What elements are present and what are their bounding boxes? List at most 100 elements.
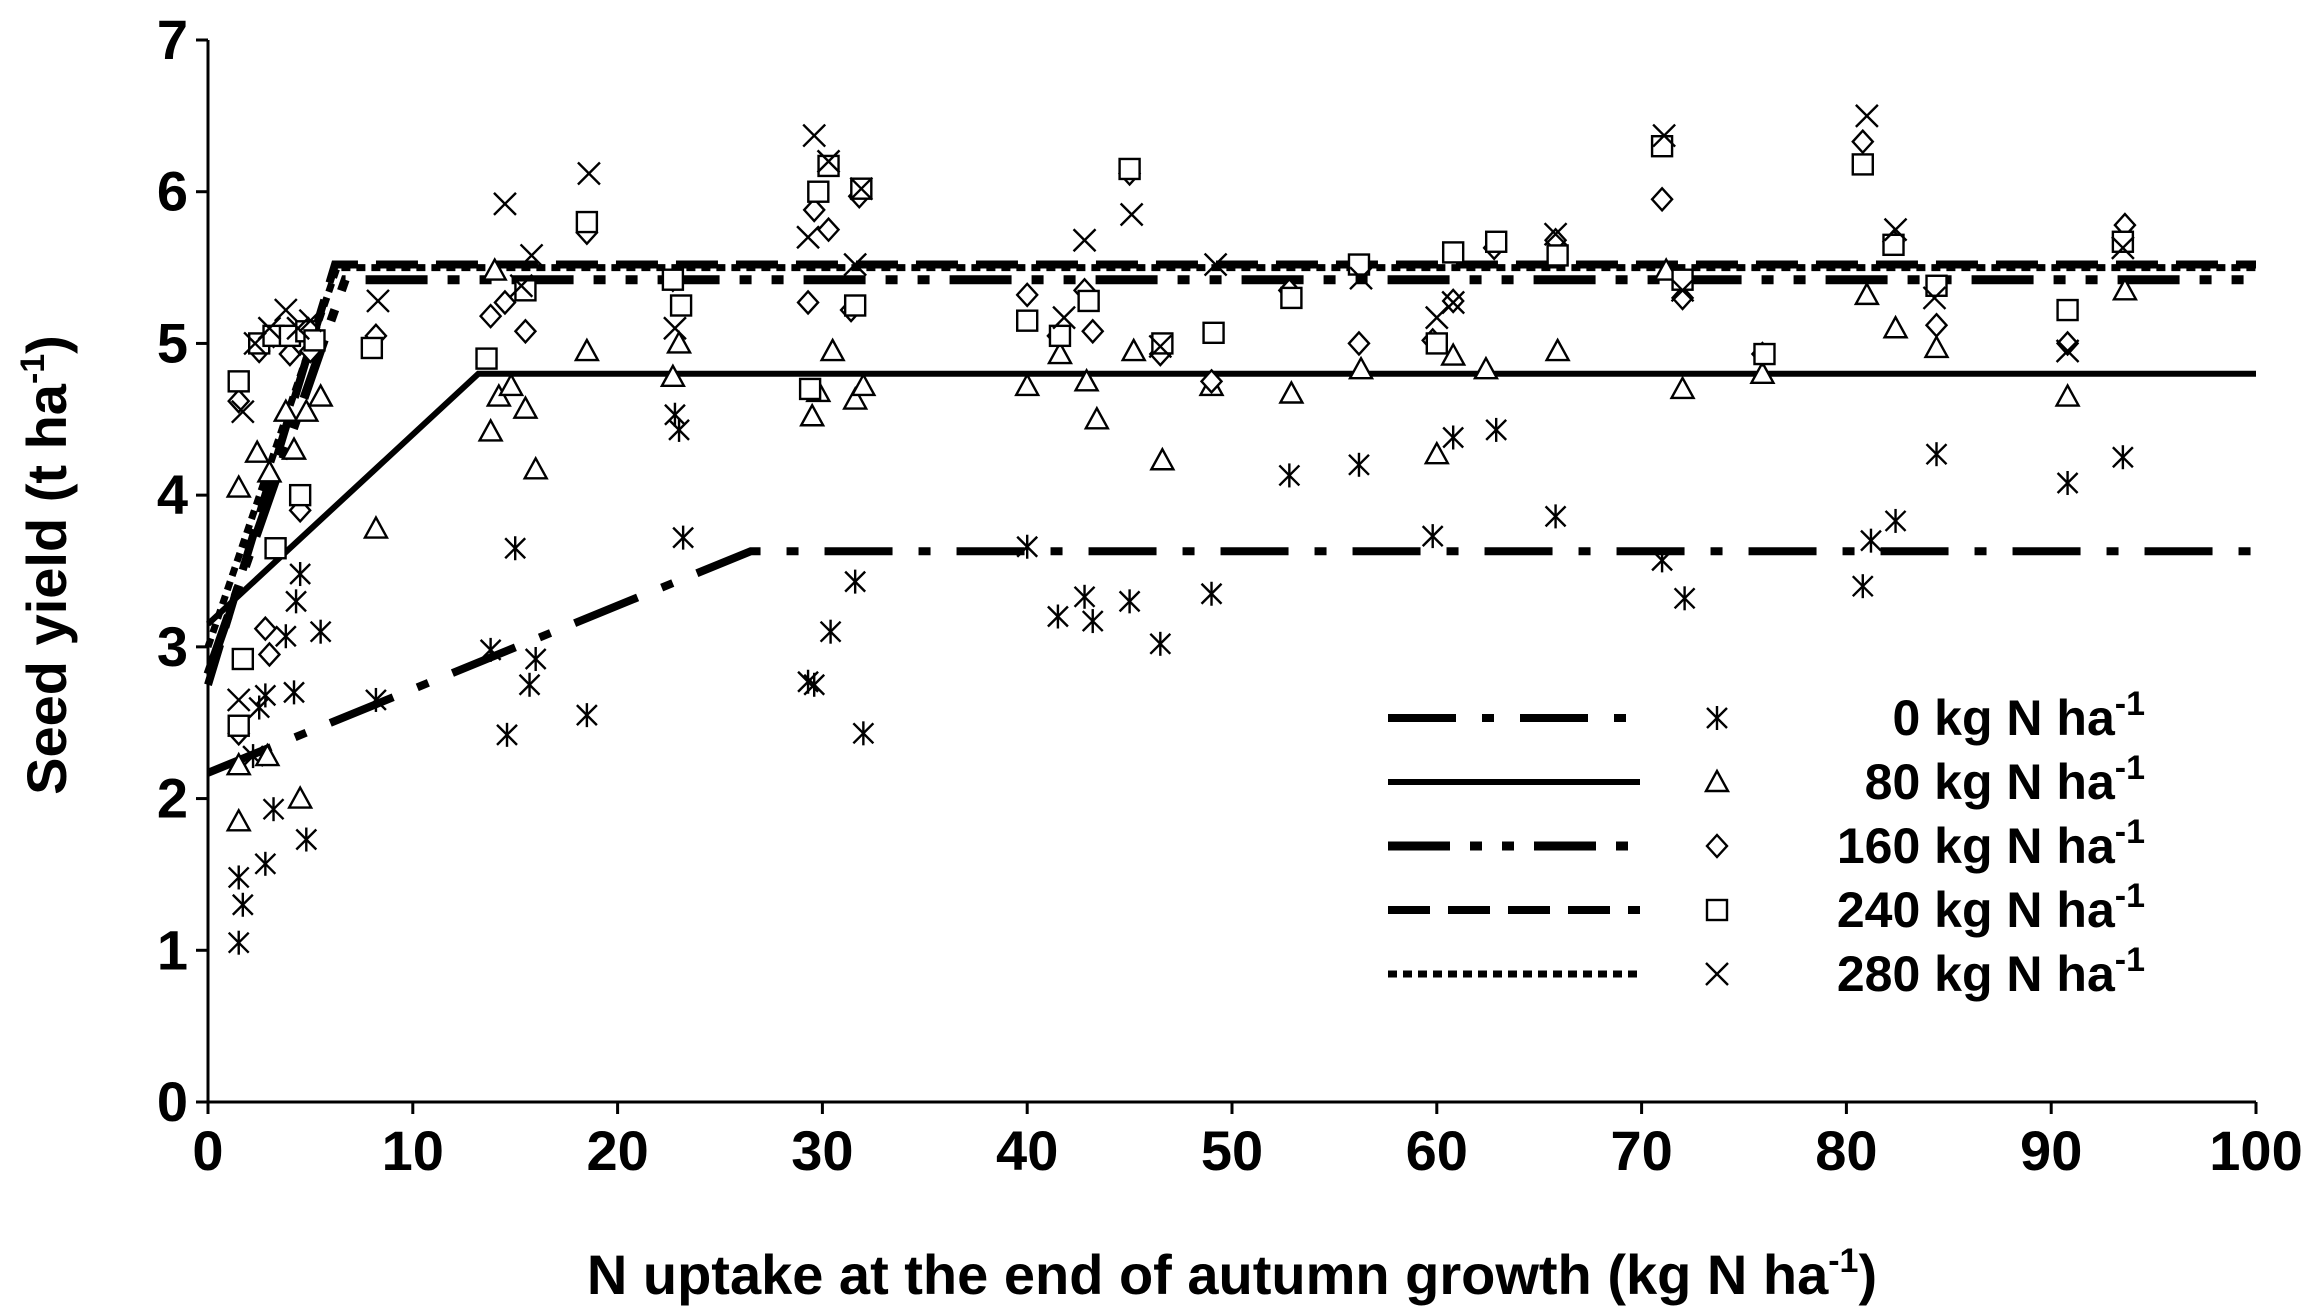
point-n0 (254, 851, 277, 876)
data-markers (225, 104, 2138, 955)
point-n80 (1853, 281, 1880, 306)
point-n240 (231, 647, 255, 671)
point-n240 (1347, 253, 1371, 276)
point-n240 (843, 294, 867, 317)
fit-line-n160 (203, 275, 2256, 676)
point-n280 (273, 298, 298, 322)
x-tick-label: 50 (1201, 1119, 1263, 1182)
point-n80 (280, 436, 308, 460)
point-n80 (1423, 440, 1450, 465)
point-n0 (365, 687, 387, 712)
point-n0 (1118, 589, 1141, 614)
point-n80 (1120, 337, 1147, 362)
point-n0 (1149, 631, 1172, 656)
point-n280 (843, 252, 868, 277)
legend-marker-n240 (1705, 898, 1729, 922)
point-n80 (477, 417, 504, 442)
fit-line-n280 (204, 264, 2256, 648)
point-n240 (1016, 309, 1039, 332)
point-n0 (819, 619, 842, 644)
point-n0 (1651, 548, 1673, 573)
y-tick-label: 1 (157, 918, 188, 981)
y-axis-title: Seed yield (t ha-1) (14, 335, 78, 795)
point-n280 (1543, 222, 1568, 247)
point-n80 (1046, 340, 1073, 365)
point-n80 (1083, 405, 1110, 430)
point-n0 (227, 865, 250, 890)
point-n160 (257, 641, 282, 668)
point-n160 (493, 289, 517, 316)
point-n80 (842, 386, 869, 410)
point-n80 (2054, 383, 2081, 407)
point-n0 (852, 721, 875, 746)
point-n0 (231, 892, 254, 917)
point-n280 (257, 316, 282, 341)
point-n80 (225, 807, 252, 832)
x-axis-title-sup: -1 (1828, 1242, 1858, 1280)
point-n240 (475, 347, 498, 370)
x-tick-label: 100 (2209, 1119, 2302, 1182)
point-n280 (226, 688, 251, 712)
point-n240 (1280, 286, 1303, 310)
point-n0 (479, 637, 502, 662)
point-n240 (1671, 268, 1694, 291)
point-n240 (575, 210, 599, 234)
point-n0 (504, 536, 527, 561)
point-n160 (1347, 330, 1371, 357)
point-n160 (796, 289, 820, 316)
point-n0 (1442, 425, 1465, 450)
point-n0 (254, 683, 277, 708)
point-n160 (1015, 282, 1039, 308)
legend-marker-n0 (1706, 706, 1728, 730)
point-n80 (498, 372, 525, 397)
point-n240 (1851, 153, 1874, 176)
point-n280 (286, 316, 310, 341)
point-n0 (262, 797, 285, 822)
point-n280 (2055, 339, 2080, 363)
fit-line-n80 (205, 370, 2256, 627)
point-n160 (253, 615, 277, 642)
x-axis-title-main: N uptake at the end of autumn growth (kg… (587, 1243, 1829, 1306)
point-n0 (1485, 417, 1508, 442)
point-n280 (366, 289, 390, 313)
point-n0 (283, 680, 305, 705)
point-n240 (1118, 157, 1141, 181)
legend-marker-n280 (1705, 962, 1729, 986)
point-n0 (1200, 581, 1223, 606)
point-n280 (1441, 290, 1466, 315)
point-n280 (1670, 278, 1695, 303)
point-n240 (227, 714, 250, 737)
legend-label-n80: 80 kg N ha-1 (1865, 749, 2145, 810)
legend-label-n160: 160 kg N ha-1 (1837, 813, 2145, 874)
point-n240 (1484, 230, 1508, 253)
point-n80 (293, 398, 320, 422)
point-n0 (1081, 609, 1104, 634)
point-n280 (663, 316, 687, 341)
fit-line-n0 (206, 547, 2256, 777)
point-n80 (254, 742, 281, 767)
point-n240 (303, 329, 326, 352)
point-n160 (1924, 312, 1949, 339)
point-n240 (661, 268, 685, 291)
fit-line-n240 (204, 260, 2256, 686)
y-tick-label: 2 (157, 767, 188, 830)
y-axis-title-sup: -1 (14, 354, 52, 384)
point-n240 (1882, 233, 1905, 257)
x-tick-label: 90 (2020, 1119, 2082, 1182)
point-n80 (362, 515, 389, 539)
point-n0 (227, 930, 250, 955)
legend-label-sup: -1 (2115, 877, 2145, 915)
axes: 0 1 2 3 4 5 6 7 0 10 20 30 40 50 60 70 80 90 100 (157, 8, 2303, 1182)
legend-marker-n160 (1705, 833, 1729, 859)
point-n240 (669, 294, 693, 317)
legend-label-sup: -1 (2115, 685, 2145, 723)
point-n160 (513, 318, 538, 345)
point-n80 (272, 398, 299, 422)
point-n0 (803, 672, 826, 697)
point-n0 (1348, 452, 1370, 477)
legend-label-main: 160 kg N ha (1837, 818, 2116, 874)
point-n280 (1652, 123, 1676, 148)
point-n80 (2111, 276, 2138, 301)
point-n0 (1860, 528, 1882, 553)
point-n160 (1081, 318, 1105, 345)
